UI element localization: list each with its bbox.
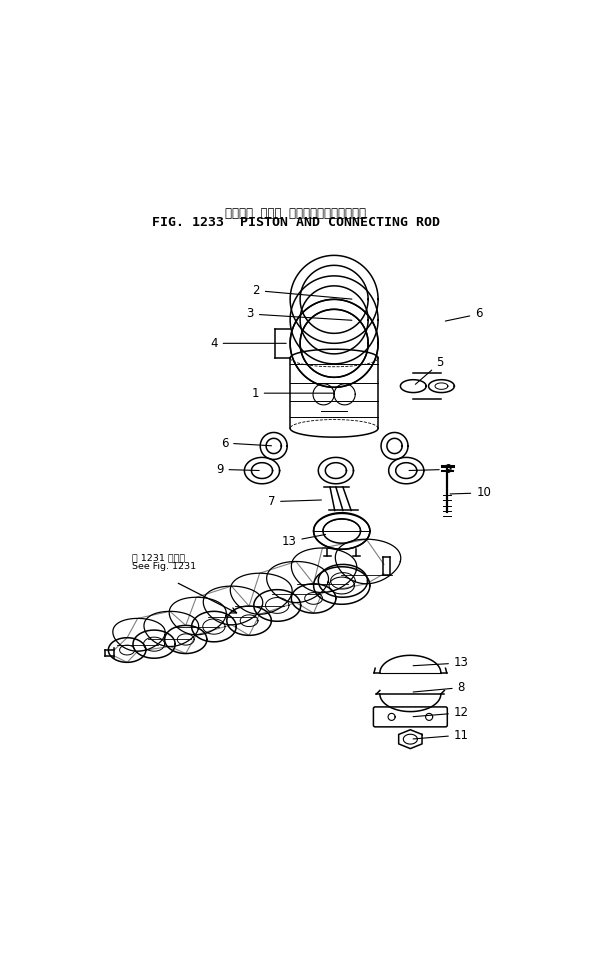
- Text: 13: 13: [413, 656, 469, 669]
- Text: 7: 7: [268, 495, 321, 508]
- Text: 1: 1: [251, 387, 334, 399]
- Text: 13: 13: [282, 535, 326, 548]
- Text: 2: 2: [252, 284, 352, 299]
- Text: 5: 5: [416, 356, 444, 385]
- FancyBboxPatch shape: [374, 707, 448, 727]
- Text: 10: 10: [450, 486, 491, 500]
- Text: 9: 9: [409, 463, 452, 476]
- Text: FIG. 1233  PISTON AND CONNECTING ROD: FIG. 1233 PISTON AND CONNECTING ROD: [152, 216, 440, 229]
- Text: 3: 3: [247, 308, 352, 320]
- Text: 8: 8: [413, 681, 465, 694]
- Text: 4: 4: [210, 337, 286, 350]
- Text: 6: 6: [221, 436, 272, 450]
- Text: 9: 9: [216, 463, 259, 476]
- Text: 11: 11: [413, 729, 469, 741]
- Text: 第 1231 図参照: 第 1231 図参照: [132, 553, 185, 562]
- Text: See Fig. 1231: See Fig. 1231: [132, 562, 196, 571]
- Text: 12: 12: [413, 706, 469, 719]
- Text: ピストン  および  コネクティング・ロッド: ピストン および コネクティング・ロッド: [226, 206, 366, 219]
- Text: 6: 6: [445, 308, 482, 321]
